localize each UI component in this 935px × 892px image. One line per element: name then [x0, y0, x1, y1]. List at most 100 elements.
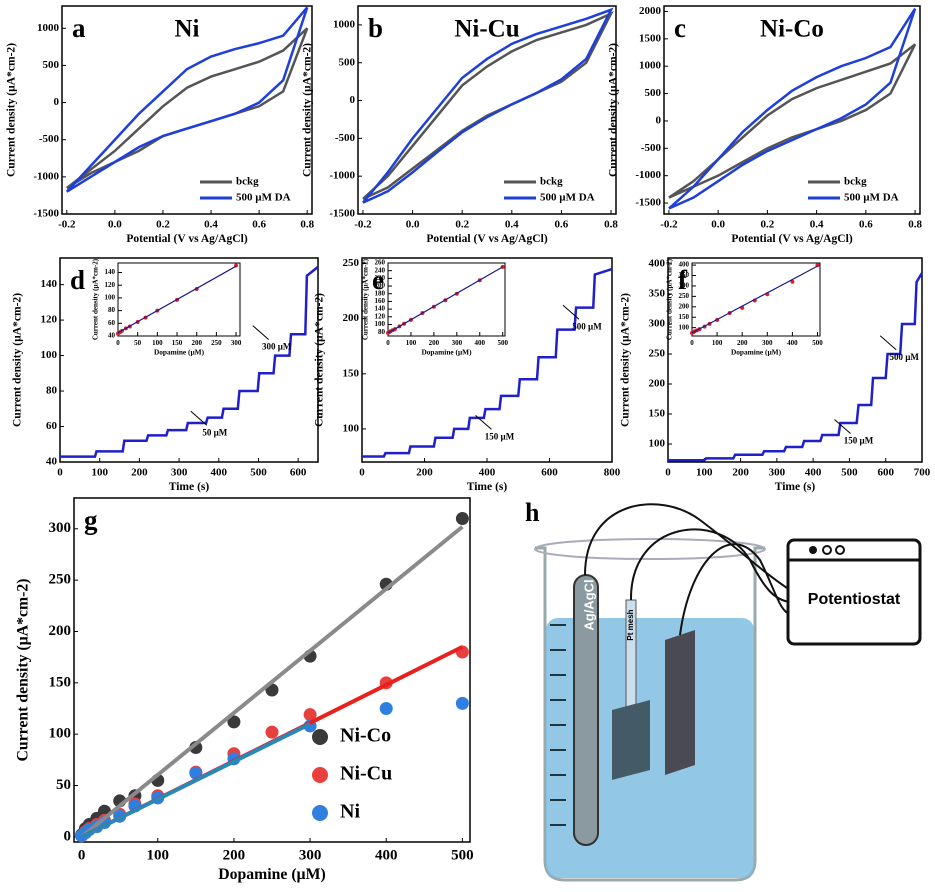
x-tick-label: -0.2 — [354, 218, 372, 230]
x-tick-label: 0 — [665, 466, 671, 478]
y-tick-label: 1000 — [37, 22, 60, 34]
x-axis-label: Dopamine (µM) — [154, 347, 205, 356]
series-line — [668, 43, 917, 199]
y-tick-label: 200 — [343, 312, 360, 324]
x-tick-label: 500 — [812, 339, 823, 347]
x-tick-label: 0 — [116, 339, 120, 347]
working-electrode — [665, 630, 695, 775]
x-tick-label: 0.8 — [908, 218, 922, 230]
y-axis-label: Current density (µA*cm-2) — [314, 293, 326, 427]
x-axis-label: Potential (V vs Ag/AgCl) — [731, 233, 852, 245]
x-tick-label: 0.2 — [455, 218, 469, 230]
y-tick-label: 300 — [679, 282, 690, 290]
y-tick-label: 60 — [108, 319, 116, 327]
y-tick-label: 350 — [649, 288, 666, 300]
x-tick-label: 100 — [147, 847, 170, 863]
legend-marker — [312, 729, 328, 745]
x-tick-label: 0.6 — [859, 218, 873, 230]
y-tick-label: 150 — [649, 408, 666, 420]
y-tick-label: 240 — [375, 266, 386, 274]
legend-label: 500 µM DA — [844, 192, 899, 204]
y-tick-label: 500 — [43, 59, 60, 71]
legend-label: 500 µM DA — [540, 192, 595, 204]
y-tick-label: 0 — [350, 94, 356, 106]
knob — [822, 545, 832, 555]
annotation-arrow — [562, 304, 580, 320]
y-tick-label: 250 — [49, 572, 72, 588]
x-tick-label: 0.4 — [505, 218, 519, 230]
x-tick-label: 100 — [91, 466, 108, 478]
y-tick-label: 250 — [679, 292, 690, 300]
legend-label: bckg — [540, 176, 563, 188]
y-tick-label: 140 — [41, 278, 58, 290]
x-tick-label: 0.0 — [406, 218, 420, 230]
plot-frame — [73, 497, 471, 843]
y-tick-label: 350 — [679, 271, 690, 279]
x-axis-label: Dopamine (µM) — [421, 347, 472, 356]
pt-mesh — [612, 700, 650, 780]
y-tick-label: 80 — [46, 385, 58, 397]
x-tick-label: 200 — [191, 339, 202, 347]
y-tick-label: 0 — [64, 828, 72, 844]
x-tick-label: 200 — [737, 339, 748, 347]
x-tick-label: 300 — [299, 847, 322, 863]
x-tick-label: 0.4 — [810, 218, 824, 230]
y-tick-label: 100 — [679, 323, 690, 331]
y-tick-label: 220 — [375, 274, 386, 282]
x-tick-label: 700 — [914, 466, 931, 478]
annotation: 150 µM — [844, 436, 874, 446]
x-tick-label: 200 — [416, 466, 433, 478]
beaker — [535, 546, 765, 882]
x-axis-label: Time (s) — [775, 481, 816, 493]
y-axis-label: Current density (µA*cm-2) — [92, 258, 100, 340]
legend-label: bckg — [236, 176, 259, 188]
x-axis-label: Time (s) — [467, 481, 508, 493]
x-tick-label: 400 — [805, 466, 822, 478]
wire — [584, 503, 791, 591]
x-tick-label: 300 — [231, 339, 242, 347]
annotation-arrow — [879, 335, 897, 351]
y-tick-label: -1000 — [33, 170, 59, 182]
y-tick-label: 260 — [375, 259, 386, 267]
y-tick-label: 300 — [649, 318, 666, 330]
y-tick-label: 60 — [46, 420, 58, 432]
y-tick-label: 40 — [108, 332, 116, 340]
diagram-h: h Ag/AgCl Pt mesh Potentiostat — [525, 498, 922, 882]
panel-title: Ni — [175, 16, 200, 43]
potentiostat — [786, 538, 922, 646]
y-tick-label: 80 — [378, 328, 386, 336]
x-axis-label: Potential (V vs Ag/AgCl) — [426, 233, 547, 245]
fit-line — [387, 266, 504, 334]
series-line — [60, 265, 319, 458]
knob — [835, 545, 845, 555]
y-tick-label: 150 — [343, 367, 360, 379]
panel-label: f — [678, 265, 688, 295]
x-tick-label: 100 — [406, 339, 417, 347]
legend-label: bckg — [844, 176, 867, 188]
y-tick-label: 200 — [679, 302, 690, 310]
y-tick-label: 100 — [105, 294, 116, 302]
x-tick-label: 0 — [78, 847, 86, 863]
x-tick-label: 400 — [475, 339, 486, 347]
y-tick-label: 100 — [49, 726, 72, 742]
x-tick-label: 300 — [769, 466, 786, 478]
fit-line — [80, 722, 311, 839]
y-tick-label: 500 — [339, 56, 356, 68]
x-tick-label: 0.2 — [156, 218, 170, 230]
data-point — [455, 696, 469, 710]
x-tick-label: 0.0 — [711, 218, 725, 230]
panel-label: d — [70, 265, 85, 295]
legend-label: Ni-Cu — [340, 763, 392, 785]
data-point — [227, 715, 241, 729]
panel-label: a — [72, 13, 86, 43]
series-line — [65, 6, 309, 193]
y-tick-label: 180 — [375, 289, 386, 297]
y-tick-label: 200 — [375, 282, 386, 290]
beaker-rim — [534, 538, 766, 560]
annotation-arrow — [190, 410, 208, 426]
x-tick-label: 800 — [604, 466, 621, 478]
y-tick-label: 50 — [56, 777, 71, 793]
annotation-arrow — [252, 325, 270, 340]
y-tick-label: 0 — [656, 114, 662, 126]
